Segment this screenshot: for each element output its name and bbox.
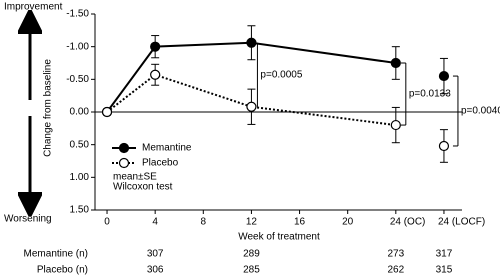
y-tick-label: 1.50 xyxy=(70,205,90,216)
legend-label: Memantine xyxy=(142,143,192,154)
n-value: 262 xyxy=(387,265,404,276)
legend-marker xyxy=(118,142,130,154)
n-row-label: Placebo (n) xyxy=(37,265,88,276)
series-line xyxy=(106,41,396,113)
n-value: 315 xyxy=(436,265,453,276)
marker xyxy=(390,57,401,69)
y-tick-label: -0.50 xyxy=(66,74,89,85)
n-value: 307 xyxy=(147,249,164,260)
bottom-label: Worsening xyxy=(4,214,52,225)
marker xyxy=(390,119,401,131)
n-value: 289 xyxy=(243,249,260,260)
n-value: 317 xyxy=(436,249,453,260)
marker xyxy=(246,37,257,48)
marker xyxy=(150,69,161,80)
legend-marker xyxy=(118,157,130,169)
y-tick-label: -1.50 xyxy=(66,9,89,20)
top-label: Improvement xyxy=(4,2,63,13)
x-tick-label: 12 xyxy=(246,217,258,228)
n-value: 273 xyxy=(387,249,404,260)
marker xyxy=(438,70,450,82)
y-axis-label: Change from baseline xyxy=(43,59,54,157)
marker xyxy=(246,101,257,112)
x-tick-label: 24 (OC) xyxy=(390,217,426,228)
x-tick-label: 0 xyxy=(104,217,110,228)
x-tick-label: 16 xyxy=(294,217,306,228)
p-value: p=0.0005 xyxy=(260,69,302,80)
p-value: p=0.0133 xyxy=(409,89,451,100)
marker xyxy=(150,41,161,52)
legend-label: Placebo xyxy=(142,158,179,169)
y-tick-label: 0.00 xyxy=(70,107,90,118)
y-tick-label: 0.50 xyxy=(70,139,90,150)
note: Wilcoxon test xyxy=(113,182,173,193)
note: mean±SE xyxy=(113,172,157,183)
n-row-label: Memantine (n) xyxy=(24,249,88,260)
p-value: p=0.0040 xyxy=(461,106,500,117)
x-tick-label: 20 xyxy=(342,217,354,228)
x-tick-label: 4 xyxy=(152,217,158,228)
marker xyxy=(438,140,450,152)
n-value: 306 xyxy=(147,265,164,276)
x-tick-label: 8 xyxy=(201,217,207,228)
x-tick-label: 24 (LOCF) xyxy=(438,217,485,228)
y-tick-label: 1.00 xyxy=(70,172,90,183)
y-tick-label: -1.00 xyxy=(66,41,89,52)
x-axis-label: Week of treatment xyxy=(238,232,320,243)
marker xyxy=(101,106,113,118)
n-value: 285 xyxy=(243,265,260,276)
